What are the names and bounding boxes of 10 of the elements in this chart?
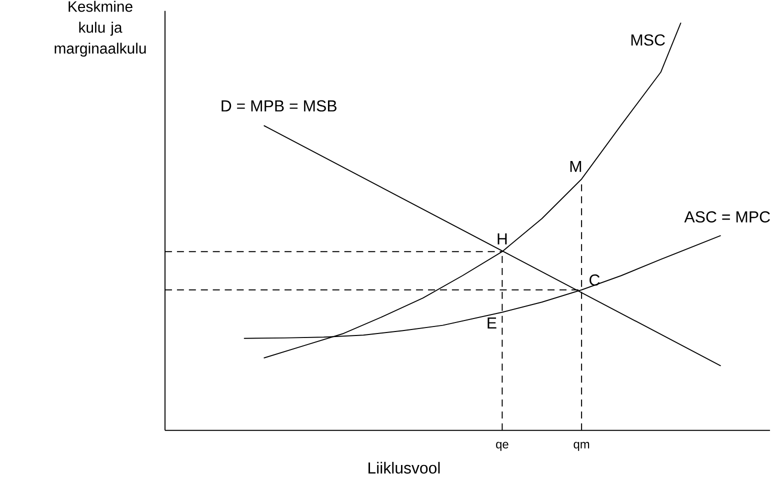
x-tick-label: qm (574, 442, 590, 451)
annotation: M (570, 160, 582, 172)
annotation: H (498, 233, 507, 244)
series-label: D = MPB = MSB (222, 100, 336, 112)
x-axis-title: Liiklusvool (368, 462, 440, 474)
annotation: E (488, 317, 496, 328)
series-label: MSC (631, 34, 665, 46)
x-tick-label: qe (496, 442, 508, 451)
series-label: ASC = MPC (684, 211, 770, 222)
y-axis-title: Keskmine kulu ja marginaalkulu (54, 0, 146, 56)
